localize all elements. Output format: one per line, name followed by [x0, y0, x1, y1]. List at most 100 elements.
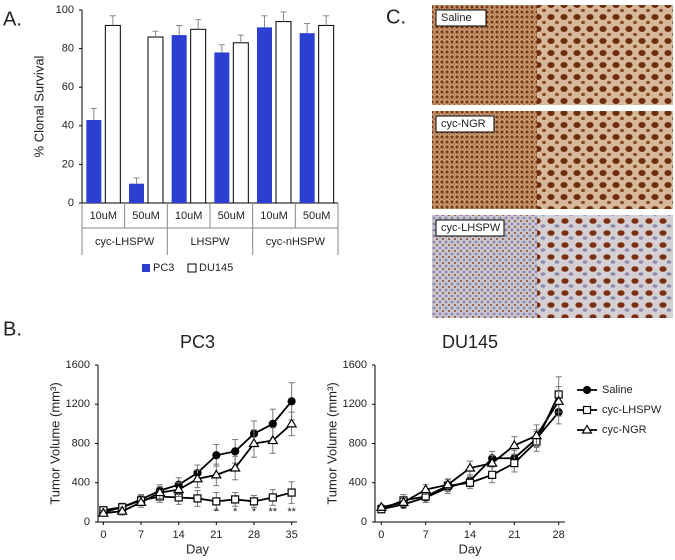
chart-title: DU145 [442, 332, 498, 352]
bar [299, 33, 315, 203]
y-tick-label: 60 [62, 81, 74, 93]
marker [420, 483, 432, 494]
marker [231, 495, 240, 504]
y-tick-label: 400 [349, 477, 367, 489]
bar [232, 42, 249, 204]
y-tick-label: 800 [349, 437, 367, 449]
legend-label: cyc-NGR [602, 424, 647, 436]
y-tick-label: 1600 [343, 359, 367, 371]
bar [147, 36, 164, 204]
marker [582, 405, 592, 415]
marker [173, 483, 185, 494]
x-tick-label: 10uM [175, 210, 203, 222]
micrograph: cyc-NGR [432, 111, 673, 209]
y-tick-label: 0 [361, 516, 367, 528]
marker [210, 469, 222, 479]
x-tick-label: 28 [553, 529, 565, 541]
marker [249, 497, 259, 506]
marker [464, 462, 476, 472]
y-tick-label: 0 [68, 197, 74, 209]
y-tick-label: 1200 [66, 398, 90, 410]
panel-label: A. [3, 8, 22, 30]
x-tick-label: 35 [285, 529, 297, 541]
series-line [380, 394, 560, 511]
bar [275, 21, 292, 204]
marker [508, 439, 520, 450]
marker [229, 462, 241, 472]
bar [190, 28, 207, 204]
bar [129, 183, 144, 203]
marker [375, 501, 387, 511]
marker [268, 419, 277, 428]
y-tick-label: 40 [62, 120, 74, 132]
x-tick-label: 10uM [260, 210, 288, 222]
marker [582, 385, 592, 395]
x-tick-label: 50uM [132, 210, 160, 222]
x-tick-label: 50uM [303, 210, 331, 222]
x-axis-label: Day [186, 541, 210, 556]
x-tick-label: 14 [464, 529, 476, 541]
y-tick-label: 400 [72, 477, 90, 489]
y-tick-label: 100 [56, 4, 74, 16]
x-axis-label: Day [458, 541, 482, 556]
marker [442, 479, 454, 489]
bar [171, 35, 187, 204]
marker [530, 429, 543, 440]
marker [486, 457, 498, 467]
marker [553, 395, 565, 405]
chart-title: PC3 [180, 332, 215, 352]
marker [193, 494, 202, 503]
image-label: Saline [441, 12, 472, 24]
marker [287, 397, 296, 406]
x-tick-label: 0 [100, 529, 106, 541]
marker [231, 447, 240, 456]
annotation: ** [269, 506, 278, 518]
panel-label: B. [3, 318, 22, 340]
marker [397, 496, 410, 506]
x-tick-label: 50uM [218, 210, 246, 222]
annotation: * [233, 506, 238, 518]
marker [248, 437, 260, 448]
y-tick-label: 800 [72, 437, 90, 449]
legend-label: Saline [602, 384, 633, 396]
marker [465, 478, 475, 487]
marker [488, 470, 497, 479]
annotation: * [214, 506, 219, 518]
legend-label: PC3 [153, 262, 174, 274]
x-tick-label: 0 [378, 529, 384, 541]
annotation: ** [287, 506, 296, 518]
marker [135, 496, 147, 506]
x-tick-label: 28 [248, 529, 260, 541]
marker [268, 493, 277, 502]
bar [257, 27, 272, 204]
legend-swatch [142, 264, 150, 272]
x-tick-label: 14 [173, 529, 185, 541]
marker [287, 488, 296, 497]
marker [212, 497, 221, 506]
group-label: cyc-LHSPW [95, 236, 155, 248]
y-axis-label: Tumor Volume (mm³) [324, 382, 339, 504]
annotation: * [252, 506, 257, 518]
marker [212, 451, 221, 460]
x-tick-label: 10uM [90, 210, 118, 222]
y-tick-label: 80 [62, 43, 74, 55]
x-tick-label: 7 [423, 529, 429, 541]
marker [97, 507, 109, 517]
group-label: cyc-nHSPW [266, 236, 326, 248]
bar [86, 120, 102, 203]
micrograph: cyc-LHSPW [432, 215, 673, 318]
y-tick-label: 0 [84, 516, 90, 528]
bar [104, 24, 121, 204]
marker [267, 434, 279, 445]
marker [116, 505, 128, 515]
image-label: cyc-LHSPW [441, 222, 501, 234]
marker [191, 473, 204, 483]
legend-label: DU145 [199, 262, 233, 274]
micrograph: Saline [432, 5, 673, 105]
y-tick-label: 1200 [343, 398, 367, 410]
marker [510, 459, 519, 468]
image-label: cyc-NGR [441, 118, 486, 130]
legend-swatch [187, 263, 197, 273]
y-axis-label: Tumor Volume (mm³) [47, 382, 62, 504]
